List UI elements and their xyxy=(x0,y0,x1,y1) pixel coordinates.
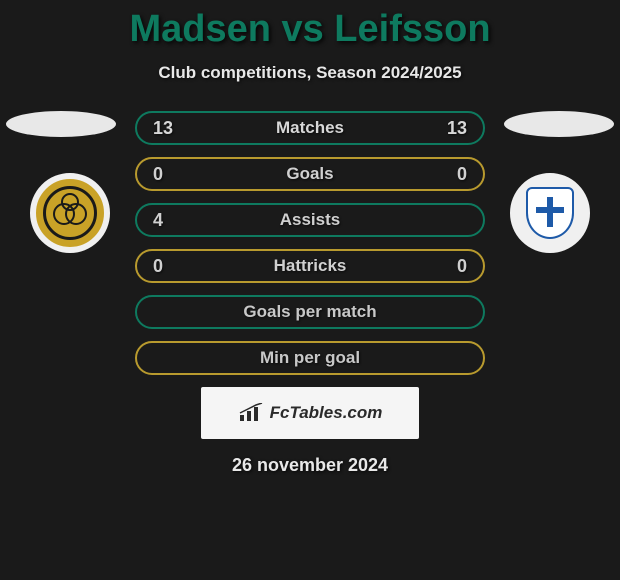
stat-left-value: 0 xyxy=(153,256,181,277)
stat-label: Hattricks xyxy=(181,256,439,276)
stat-label: Matches xyxy=(181,118,439,138)
stat-row: Min per goal xyxy=(135,341,485,375)
stat-label: Goals xyxy=(181,164,439,184)
stat-row: 13Matches13 xyxy=(135,111,485,145)
watermark-text: FcTables.com xyxy=(270,403,383,423)
right-club-badge xyxy=(510,173,590,253)
kolding-logo-icon xyxy=(520,183,580,243)
stat-right-value: 0 xyxy=(439,256,467,277)
stat-row: 4Assists xyxy=(135,203,485,237)
horsens-logo-icon xyxy=(43,186,97,240)
stat-left-value: 4 xyxy=(153,210,181,231)
page-title: Madsen vs Leifsson xyxy=(0,8,620,51)
main-area: 13Matches130Goals04Assists0Hattricks0Goa… xyxy=(0,111,620,375)
stat-left-value: 0 xyxy=(153,164,181,185)
right-player-ellipse xyxy=(504,111,614,137)
date-line: 26 november 2024 xyxy=(0,455,620,476)
stat-label: Assists xyxy=(181,210,439,230)
stat-rows: 13Matches130Goals04Assists0Hattricks0Goa… xyxy=(135,111,485,375)
comparison-card: Madsen vs Leifsson Club competitions, Se… xyxy=(0,0,620,580)
left-club-badge xyxy=(30,173,110,253)
stat-row: Goals per match xyxy=(135,295,485,329)
stat-left-value: 13 xyxy=(153,118,181,139)
stat-label: Min per goal xyxy=(181,348,439,368)
stat-row: 0Goals0 xyxy=(135,157,485,191)
stat-right-value: 0 xyxy=(439,164,467,185)
stat-row: 0Hattricks0 xyxy=(135,249,485,283)
subtitle: Club competitions, Season 2024/2025 xyxy=(0,63,620,83)
stat-label: Goals per match xyxy=(181,302,439,322)
watermark: FcTables.com xyxy=(201,387,419,439)
chart-icon xyxy=(238,403,264,423)
left-player-ellipse xyxy=(6,111,116,137)
stat-right-value: 13 xyxy=(439,118,467,139)
